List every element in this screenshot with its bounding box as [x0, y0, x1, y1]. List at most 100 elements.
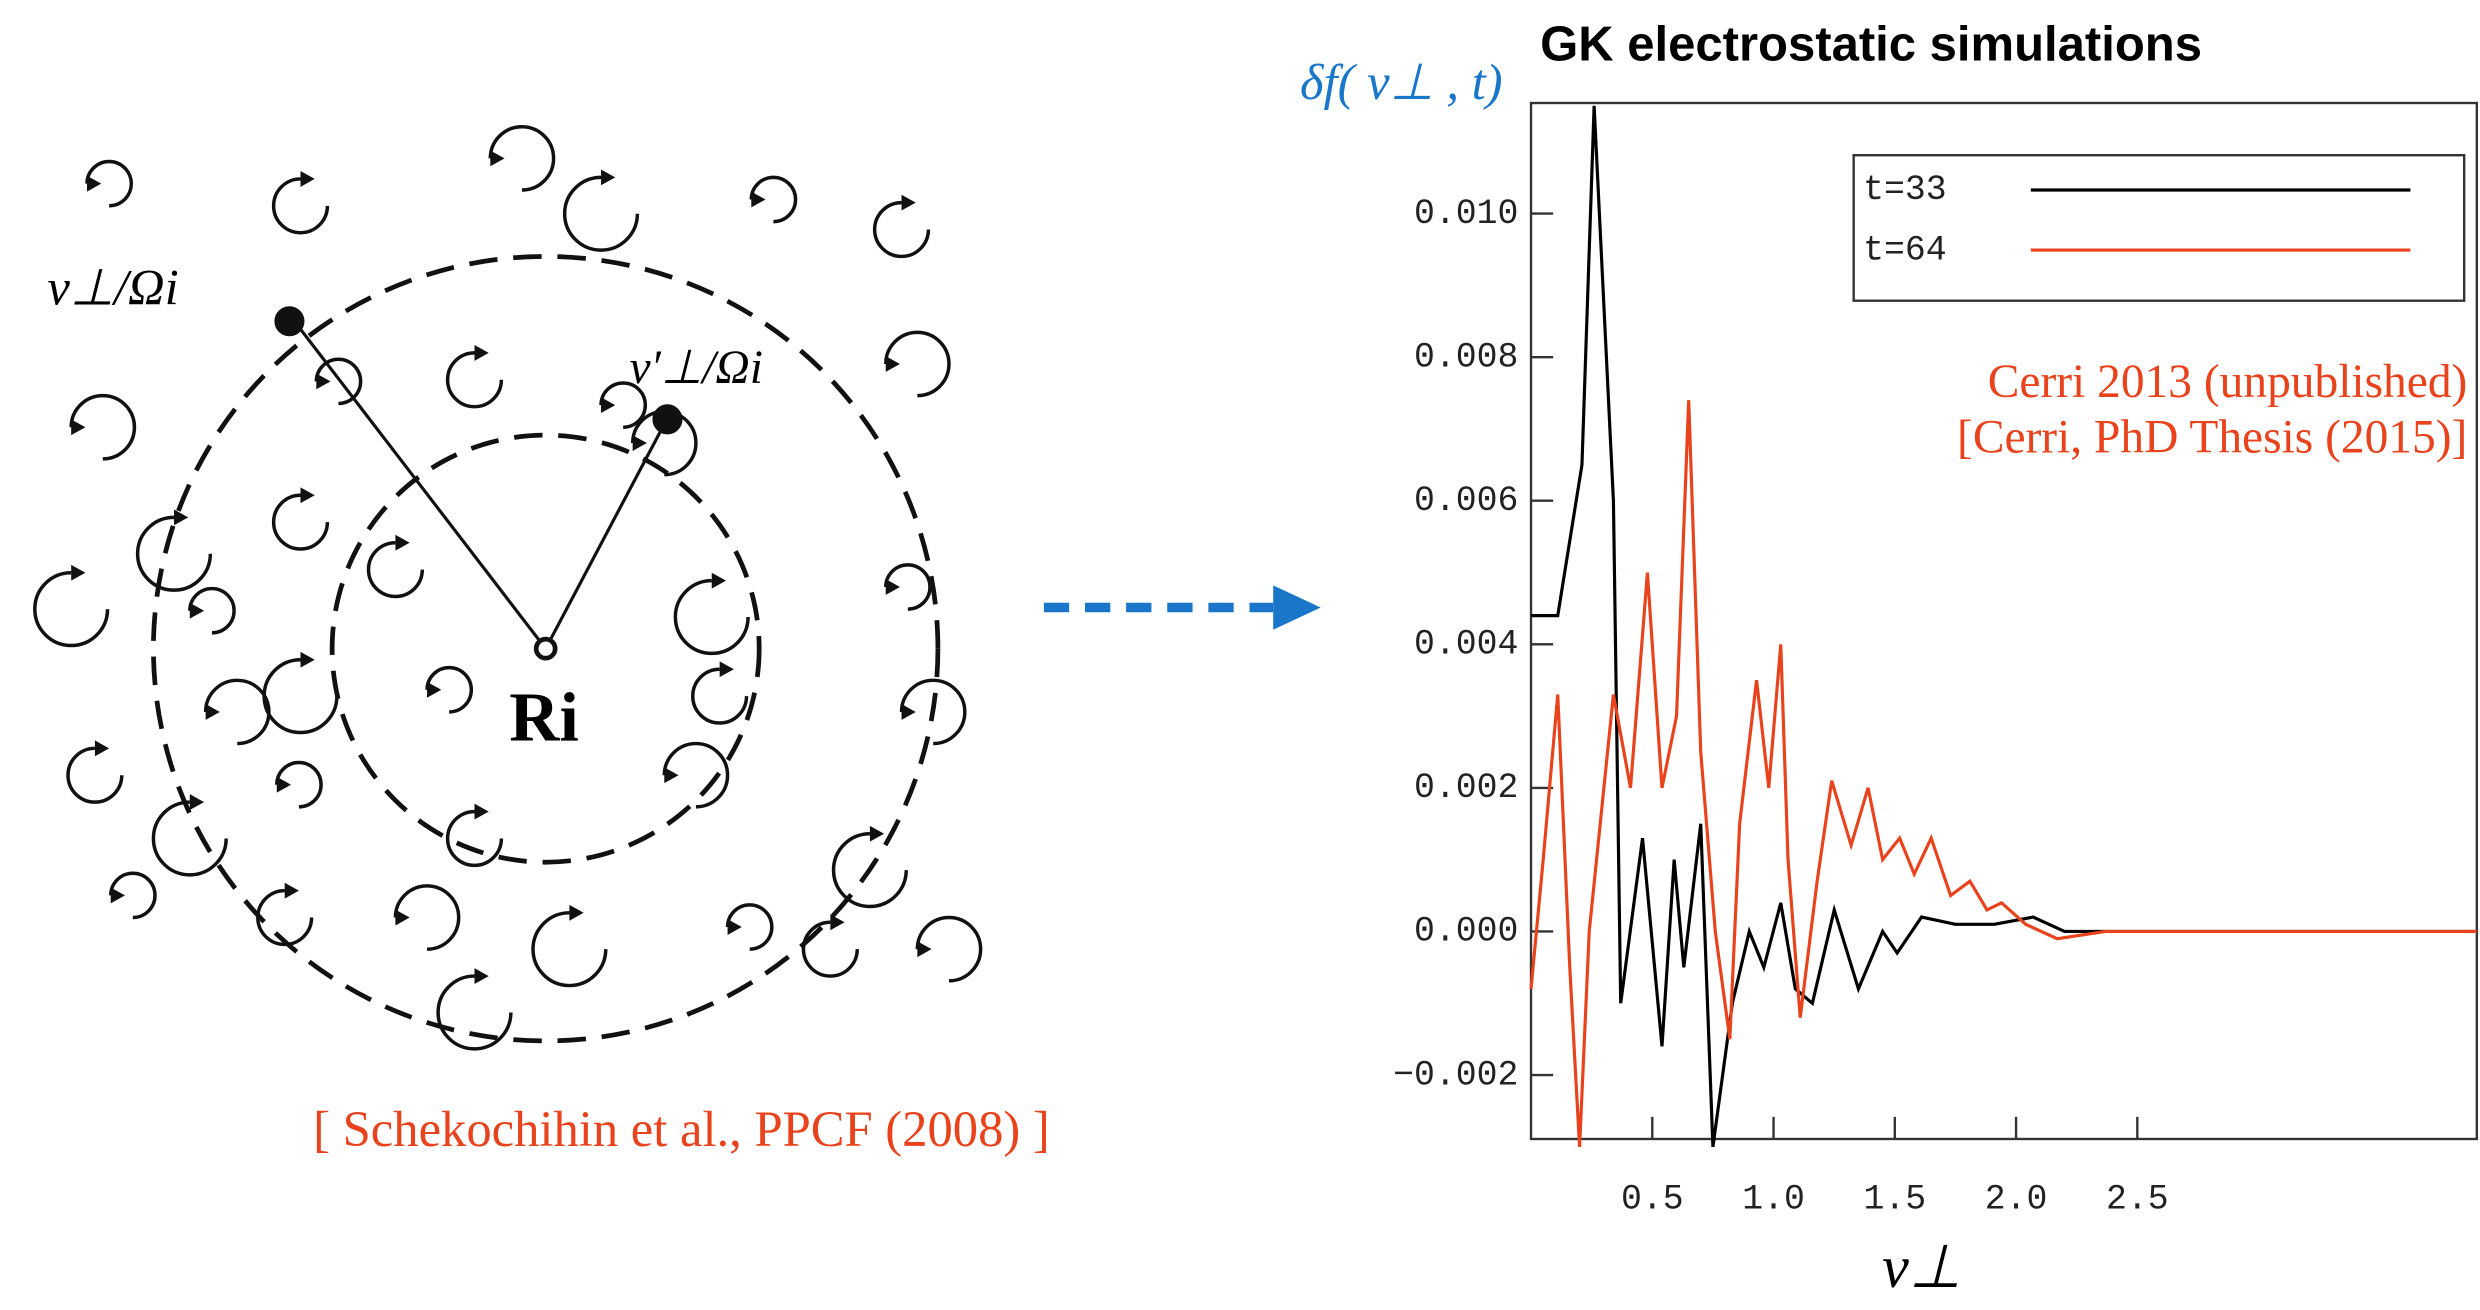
- gyro-arrow: [601, 169, 616, 186]
- gyro-arrow: [300, 487, 315, 504]
- gyro-orbit: [883, 563, 932, 611]
- gyro-orbit: [108, 871, 157, 920]
- radius-arrow: [299, 328, 547, 650]
- gyro-orbit: [445, 809, 504, 868]
- gyro-orbit: [488, 125, 556, 192]
- gyro-orbit: [899, 678, 967, 746]
- gyro-orbit: [262, 658, 339, 735]
- gyro-arrow: [901, 194, 916, 211]
- gyro-orbit: [69, 393, 137, 461]
- x-tick-label: 2.5: [2106, 1180, 2169, 1219]
- gyro-orbit: [673, 578, 750, 656]
- gyro-orbit: [531, 911, 608, 988]
- gyro-orbit: [436, 974, 513, 1051]
- gyro-arrow: [189, 794, 205, 810]
- gyro-arrow: [86, 175, 102, 192]
- gyro-arrow: [885, 356, 900, 372]
- gyro-orbit: [66, 746, 124, 804]
- gyro-arrow: [569, 904, 584, 921]
- label: Ri: [509, 680, 579, 757]
- gyro-arrow: [727, 919, 742, 935]
- y-tick-label: 0.004: [1414, 626, 1518, 665]
- gyro-orbit: [256, 888, 314, 947]
- gyro-orbit: [883, 330, 951, 398]
- gyro-arrow: [474, 345, 489, 361]
- gyro-arrow: [71, 564, 86, 581]
- annotation: [Cerri, PhD Thesis (2015)]: [1957, 411, 2467, 463]
- gyro-arrow: [395, 909, 410, 926]
- gyro-arrow: [205, 704, 220, 720]
- x-label: v⊥: [1882, 1234, 1961, 1301]
- gyro-orbit: [562, 175, 640, 252]
- diagram: [33, 125, 983, 1051]
- gyro-orbit: [872, 200, 931, 259]
- gyro-arrow: [395, 534, 410, 551]
- gyro-orbit: [275, 760, 323, 809]
- gyro-arrow: [71, 419, 86, 436]
- gyro-arrow: [300, 651, 315, 668]
- gyro-orbit: [135, 515, 213, 592]
- gyro-arrow: [901, 704, 916, 720]
- gyro-orbit: [314, 357, 363, 406]
- chart-title: GK electrostatic simulations: [1540, 18, 2202, 72]
- gyro-arrow: [869, 825, 885, 842]
- y-tick-label: 0.006: [1414, 482, 1518, 521]
- series-line: [1531, 105, 2477, 1148]
- gyro-arrow: [300, 171, 315, 187]
- gyro-arrow: [110, 887, 125, 904]
- arrow-head: [1273, 585, 1321, 630]
- label: v⊥/Ωi: [47, 259, 178, 315]
- y-tick-label: 0.002: [1414, 769, 1518, 808]
- x-tick-label: 1.0: [1742, 1180, 1805, 1219]
- gyro-arrow: [490, 150, 505, 167]
- y-tick-label: 0.000: [1414, 913, 1518, 952]
- gyro-arrow: [427, 681, 442, 698]
- legend-label: t=33: [1863, 171, 1947, 210]
- gyro-orbit: [831, 831, 909, 909]
- gyro-orbit: [630, 409, 698, 477]
- gyro-orbit: [662, 741, 730, 809]
- gyro-orbit: [393, 884, 461, 951]
- gyro-orbit: [203, 678, 271, 746]
- x-tick-label: 2.0: [1985, 1180, 2048, 1219]
- y-tick-label: 0.010: [1414, 195, 1518, 234]
- plot-frame: [1529, 101, 2479, 1141]
- gyro-arrow: [474, 968, 489, 984]
- gyro-orbit: [691, 667, 749, 725]
- gyro-arrow: [276, 776, 292, 793]
- y-label: δf( v⊥ , t): [1300, 54, 1503, 110]
- gyro-arrow: [719, 661, 734, 678]
- gyro-arrow: [601, 397, 616, 414]
- gyro-arrow: [189, 602, 205, 619]
- gyro-arrow: [751, 191, 766, 208]
- gyro-arrow: [711, 572, 726, 589]
- label: v′⊥/Ωi: [629, 342, 762, 394]
- outer-orbit: [151, 254, 941, 1044]
- gyro-orbit: [425, 665, 474, 714]
- gyro-orbit: [749, 175, 798, 224]
- gyro-orbit: [271, 177, 330, 235]
- particle: [274, 306, 305, 337]
- gyro-arrow: [917, 941, 932, 958]
- gyro-arrow: [830, 914, 845, 931]
- x-tick-label: 0.5: [1621, 1180, 1684, 1219]
- x-tick-label: 1.5: [1863, 1180, 1926, 1219]
- gyro-arrow: [284, 882, 299, 899]
- radius-arrow: [544, 423, 666, 650]
- legend-label: t=64: [1863, 231, 1947, 270]
- gyro-orbit: [801, 920, 859, 978]
- gyro-arrow: [94, 740, 110, 757]
- gyro-orbit: [33, 571, 110, 648]
- annotation: Cerri 2013 (unpublished): [1988, 356, 2468, 408]
- gyro-arrow: [664, 767, 679, 784]
- gyro-orbit: [188, 586, 236, 635]
- y-tick-label: −0.002: [1393, 1056, 1518, 1095]
- gyro-orbit: [366, 540, 425, 599]
- gyro-arrow: [316, 373, 331, 390]
- gyro-orbit: [915, 915, 983, 983]
- gyro-arrow: [885, 579, 900, 595]
- inner-orbit: [329, 432, 762, 865]
- citation: [ Schekochihin et al., PPCF (2008) ]: [313, 1101, 1050, 1157]
